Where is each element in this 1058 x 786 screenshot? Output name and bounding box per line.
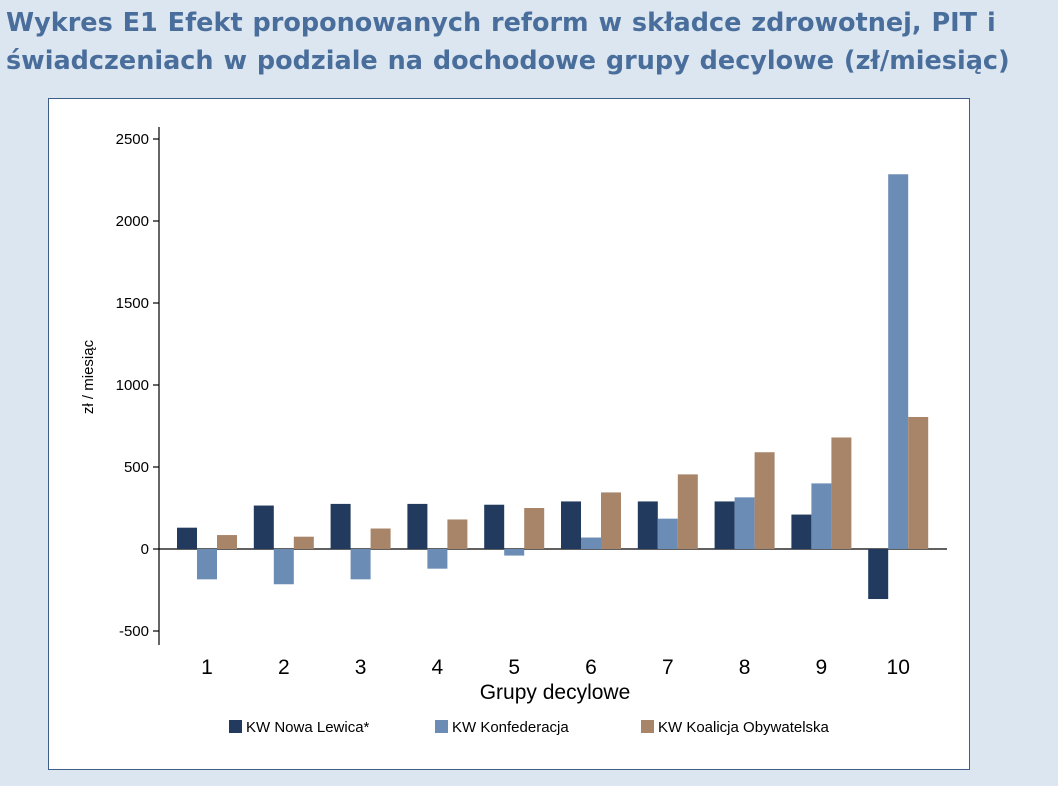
y-tick-label: 1000: [116, 377, 149, 394]
y-axis-label: zł / miesiąc: [80, 339, 97, 414]
chart-title-line-2: świadczeniach w podziale na dochodowe gr…: [6, 46, 1010, 76]
x-tick-label: 1: [201, 656, 213, 679]
bar: [350, 549, 371, 580]
legend-label: KW Nowa Lewica*: [246, 719, 370, 736]
x-tick-label: 7: [662, 656, 674, 679]
y-axis: -500 0 500 1000 1500 2000 2500: [116, 127, 160, 645]
chart-frame: -500 0 500 1000 1500 2000 2500 1 2 3 4 5 6 7 8 9 10 zł …: [48, 98, 970, 770]
x-tick-label: 6: [585, 656, 597, 679]
bar: [370, 528, 391, 549]
bar: [293, 536, 314, 549]
bar: [197, 549, 217, 580]
x-tick-label: 10: [887, 656, 910, 679]
bar: [714, 501, 735, 549]
bar: [868, 549, 889, 600]
bar: [407, 503, 428, 549]
legend-swatch: [435, 720, 448, 733]
bar-series-group: [177, 174, 929, 600]
chart-title-line-1: Wykres E1 Efekt proponowanych reform w s…: [6, 8, 996, 38]
bar: [447, 519, 468, 549]
x-axis: 1 2 3 4 5 6 7 8 9 10: [159, 548, 947, 679]
y-tick-label: -500: [119, 623, 149, 640]
bar: [791, 514, 812, 549]
bar: [677, 474, 698, 549]
legend-label: KW Konfederacja: [452, 719, 569, 736]
x-axis-label: Grupy decylowe: [480, 681, 631, 704]
bar: [484, 504, 505, 549]
bar: [427, 549, 448, 569]
bar-chart: -500 0 500 1000 1500 2000 2500 1 2 3 4 5 6 7 8 9 10 zł …: [80, 127, 947, 736]
legend-swatch: [641, 720, 654, 733]
bar: [908, 416, 929, 549]
x-tick-label: 9: [816, 656, 828, 679]
x-tick-label: 8: [739, 656, 751, 679]
bar: [734, 497, 755, 549]
x-tick-label: 4: [432, 656, 444, 679]
bar: [504, 549, 525, 556]
y-tick-label: 2500: [116, 131, 149, 148]
y-tick-label: 0: [141, 541, 149, 558]
bar: [217, 535, 237, 549]
y-tick-label: 500: [124, 459, 149, 476]
bar: [273, 549, 294, 585]
legend: KW Nowa Lewica* KW Konfederacja KW Koalicj…: [229, 719, 830, 736]
x-tick-label: 2: [278, 656, 290, 679]
bar: [330, 503, 351, 549]
bar: [657, 518, 678, 549]
bar: [177, 527, 197, 549]
bar: [637, 501, 658, 549]
bar: [888, 174, 909, 549]
x-tick-label: 3: [355, 656, 367, 679]
chart-title: Wykres E1 Efekt proponowanych reform w s…: [6, 4, 1052, 80]
legend-label: KW Koalicja Obywatelska: [658, 719, 830, 736]
bar: [601, 492, 621, 549]
y-tick-label: 2000: [116, 213, 149, 230]
bar: [811, 483, 832, 549]
x-tick-label: 5: [508, 656, 520, 679]
bar: [524, 508, 545, 549]
bar: [831, 437, 852, 549]
bar: [581, 537, 601, 549]
bar: [253, 505, 274, 549]
legend-swatch: [229, 720, 242, 733]
bar: [754, 452, 775, 549]
bar: [561, 501, 581, 549]
y-tick-label: 1500: [116, 295, 149, 312]
